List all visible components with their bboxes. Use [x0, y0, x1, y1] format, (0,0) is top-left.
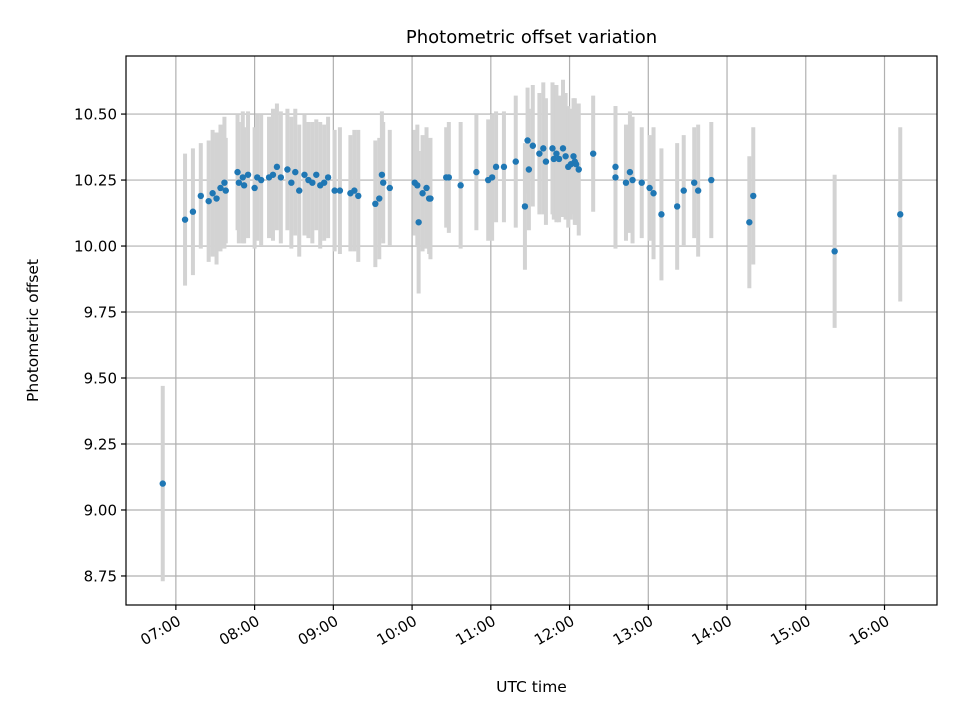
data-point — [423, 184, 430, 192]
data-point — [750, 192, 757, 200]
y-tick-label: 9.25 — [84, 435, 117, 453]
chart-title: Photometric offset variation — [406, 27, 657, 48]
data-points — [159, 137, 904, 487]
data-point — [234, 168, 241, 176]
data-point — [575, 166, 582, 173]
data-point — [500, 163, 508, 171]
data-point — [197, 192, 205, 200]
data-point — [239, 174, 246, 181]
data-point — [525, 166, 533, 173]
y-tick-label: 10.00 — [74, 238, 117, 256]
data-point — [235, 179, 243, 186]
data-point — [414, 182, 421, 189]
data-point — [555, 155, 563, 163]
data-point — [313, 171, 320, 178]
data-point — [181, 216, 189, 223]
data-point — [257, 176, 265, 184]
data-point — [380, 179, 387, 186]
data-point — [222, 187, 229, 194]
data-point — [708, 176, 715, 184]
data-point — [646, 184, 653, 192]
data-point — [244, 171, 252, 178]
data-point — [691, 179, 698, 186]
data-point — [251, 184, 258, 192]
data-point — [524, 137, 531, 144]
data-point — [288, 179, 295, 186]
data-point — [492, 163, 500, 171]
data-point — [550, 155, 558, 163]
data-point — [159, 480, 166, 487]
data-point — [336, 187, 344, 194]
data-point — [570, 153, 577, 160]
data-point — [746, 219, 753, 226]
y-tick-label: 9.00 — [84, 501, 117, 519]
data-point — [301, 171, 308, 178]
data-point — [419, 190, 426, 197]
data-point — [572, 161, 580, 168]
data-point — [536, 150, 543, 157]
data-point — [320, 179, 328, 186]
y-tick-label: 9.50 — [84, 370, 117, 388]
data-point — [622, 179, 630, 186]
data-point — [273, 163, 281, 171]
data-point — [553, 150, 560, 157]
data-point — [512, 158, 519, 165]
data-point — [658, 211, 665, 218]
data-point — [324, 174, 332, 181]
data-point — [284, 166, 291, 173]
data-point — [296, 187, 303, 194]
data-point — [650, 190, 657, 197]
y-tick-label: 10.25 — [74, 172, 117, 190]
data-point — [629, 176, 636, 184]
data-point — [213, 195, 220, 202]
data-point — [209, 190, 216, 197]
data-point — [638, 179, 645, 186]
data-point — [612, 163, 619, 171]
data-point — [457, 182, 464, 189]
data-point — [831, 248, 838, 255]
data-point — [589, 150, 597, 157]
data-point — [331, 187, 338, 194]
data-point — [542, 158, 550, 165]
data-point — [386, 184, 393, 192]
y-tick-label: 9.75 — [84, 304, 117, 322]
data-point — [559, 145, 567, 152]
y-tick-label: 8.75 — [84, 567, 117, 585]
data-point — [309, 179, 316, 186]
data-point — [540, 145, 547, 152]
data-point — [355, 192, 362, 200]
data-point — [269, 171, 277, 178]
data-point — [205, 197, 212, 205]
data-point — [673, 203, 681, 210]
plot-frame — [125, 55, 938, 606]
data-point — [488, 174, 496, 181]
data-point — [240, 182, 248, 189]
data-point — [427, 195, 434, 202]
data-point — [277, 174, 285, 181]
data-point — [521, 203, 529, 210]
data-point — [473, 168, 480, 176]
data-point — [694, 187, 702, 194]
data-point — [680, 187, 687, 194]
data-point — [529, 142, 537, 149]
data-point — [372, 200, 379, 208]
data-point — [292, 168, 299, 176]
data-point — [549, 145, 556, 152]
data-point — [221, 179, 228, 186]
data-point — [378, 171, 386, 178]
y-tick-label: 10.50 — [74, 106, 117, 124]
data-point — [897, 211, 904, 218]
data-point — [415, 219, 422, 226]
x-axis-label: UTC time — [496, 678, 567, 696]
data-point — [376, 195, 383, 202]
data-point — [612, 174, 619, 181]
data-point — [445, 174, 453, 181]
y-axis-label: Photometric offset — [24, 259, 42, 402]
data-point — [351, 187, 358, 194]
data-point — [189, 208, 197, 215]
data-point — [626, 168, 634, 176]
data-point — [562, 153, 569, 160]
data-point — [217, 184, 224, 192]
